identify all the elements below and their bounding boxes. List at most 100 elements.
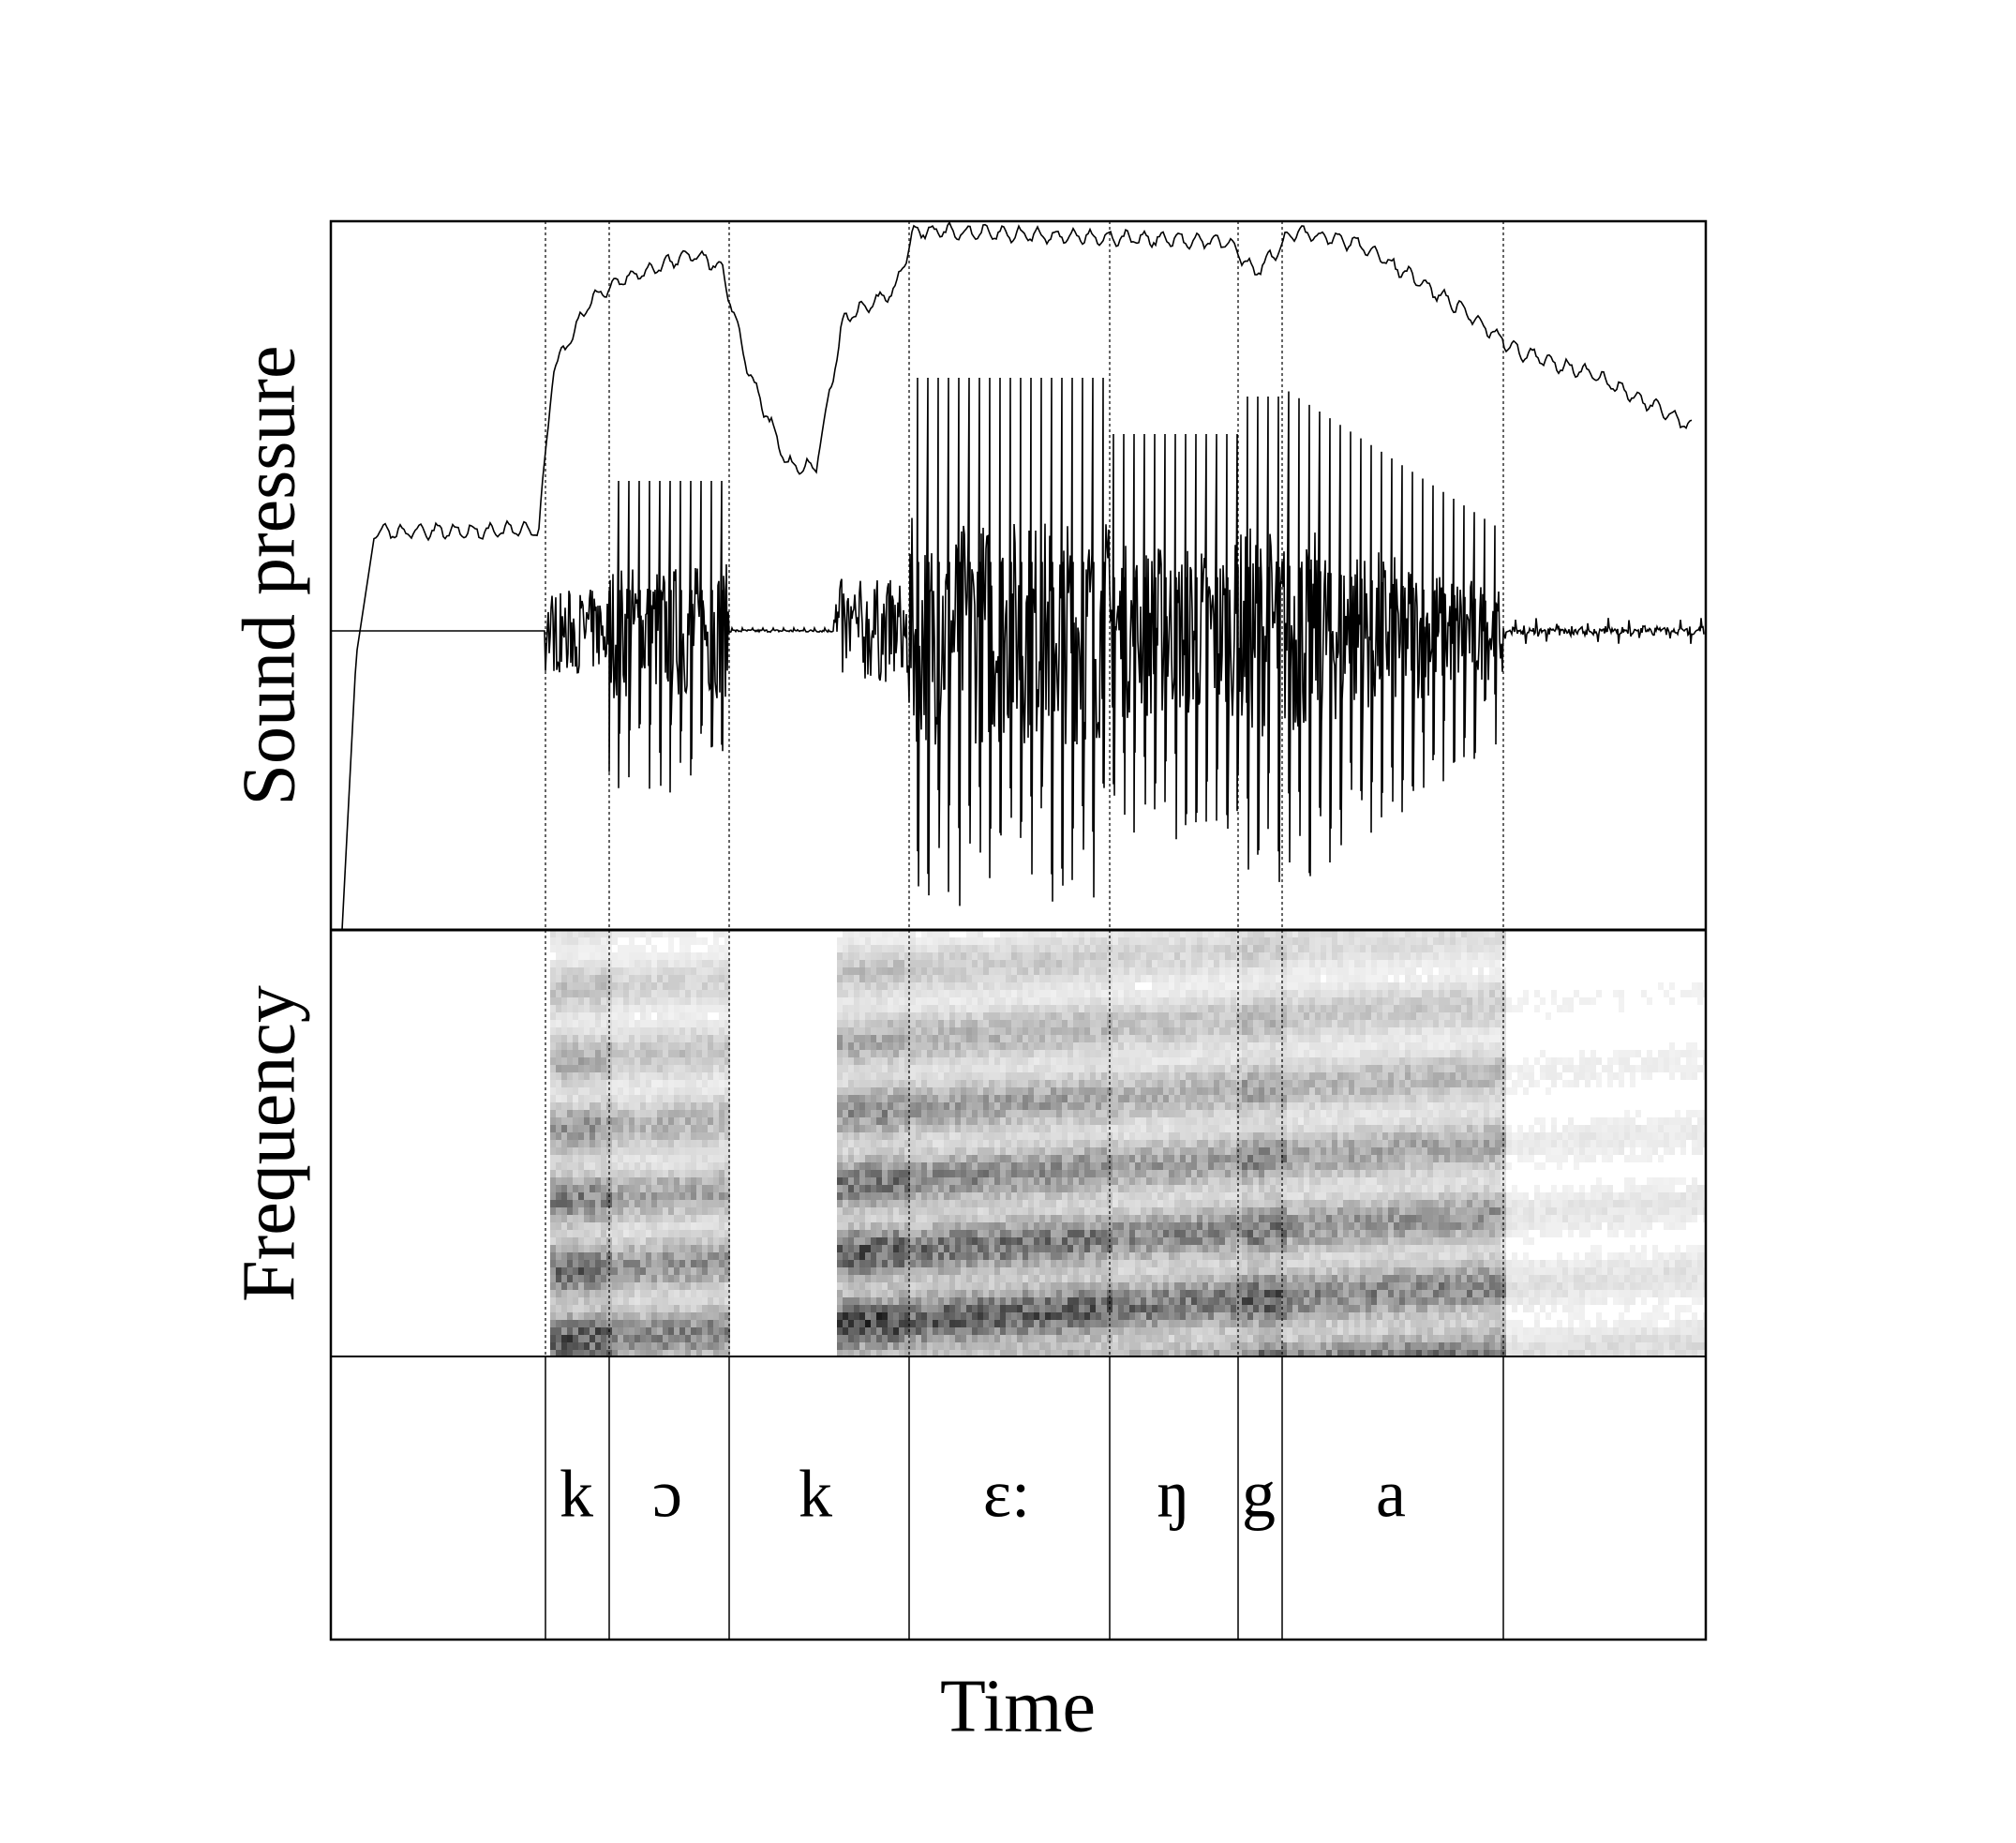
spectrogram-cell (876, 1237, 882, 1245)
spectrogram-cell (646, 1155, 651, 1162)
spectrogram-cell (1090, 1162, 1096, 1170)
spectrogram-cell (882, 997, 888, 1005)
spectrogram-cell (843, 1095, 848, 1102)
spectrogram-cell (854, 1117, 859, 1125)
spectrogram-cell (601, 1057, 606, 1065)
spectrogram-cell (567, 1207, 573, 1215)
spectrogram-cell (590, 1297, 595, 1305)
spectrogram-cell (623, 975, 629, 982)
spectrogram-cell (629, 1312, 635, 1320)
spectrogram-cell (1039, 1260, 1045, 1267)
spectrogram-cell (1124, 1080, 1129, 1087)
spectrogram-cell (966, 1282, 972, 1290)
spectrogram-cell (865, 1042, 871, 1050)
spectrogram-cell (978, 975, 983, 982)
spectrogram-cell (679, 990, 685, 997)
spectrogram-cell (859, 1245, 865, 1252)
spectrogram-cell (691, 1350, 696, 1356)
spectrogram-cell (1107, 1042, 1113, 1050)
spectrogram-cell (623, 1297, 629, 1305)
spectrogram-cell (618, 1117, 623, 1125)
spectrogram-cell (933, 1327, 938, 1335)
spectrogram-cell (1118, 1140, 1124, 1147)
spectrogram-cell (848, 1110, 854, 1117)
spectrogram-cell (578, 1200, 584, 1207)
spectrogram-cell (550, 997, 556, 1005)
spectrogram-cell (1129, 1027, 1135, 1035)
spectrogram-cell (595, 1087, 601, 1095)
spectrogram-cell (612, 1312, 618, 1320)
spectrogram-cell (1135, 1140, 1141, 1147)
spectrogram-cell (1135, 1260, 1141, 1267)
spectrogram-cell (1000, 1095, 1006, 1102)
spectrogram-cell (696, 1282, 702, 1290)
spectrogram-cell (724, 1057, 730, 1065)
spectrogram-cell (696, 1200, 702, 1207)
spectrogram-cell (713, 1087, 719, 1095)
spectrogram-cell (1017, 930, 1023, 937)
spectrogram-cell (1011, 937, 1017, 945)
spectrogram-cell (837, 1162, 843, 1170)
spectrogram-cell (843, 1312, 848, 1320)
spectrogram-cell (871, 1072, 876, 1080)
spectrogram-cell (724, 1282, 730, 1290)
spectrogram-cell (702, 1147, 708, 1155)
spectrogram-cell (584, 1005, 590, 1012)
spectrogram-cell (691, 1192, 696, 1200)
spectrogram-cell (904, 1027, 910, 1035)
spectrogram-cell (865, 975, 871, 982)
spectrogram-cell (696, 1125, 702, 1132)
spectrogram-cell (876, 1177, 882, 1185)
spectrogram-cell (1051, 952, 1056, 960)
spectrogram-cell (972, 1230, 978, 1237)
spectrogram-cell (556, 1020, 561, 1027)
spectrogram-cell (1017, 1170, 1023, 1177)
spectrogram-cell (1113, 1102, 1118, 1110)
spectrogram-cell (961, 1297, 966, 1305)
spectrogram-cell (663, 1020, 668, 1027)
spectrogram-cell (899, 1170, 904, 1177)
spectrogram-cell (691, 1020, 696, 1027)
spectrogram-cell (1023, 1027, 1028, 1035)
spectrogram-cell (1006, 1245, 1011, 1252)
spectrogram-cell (584, 1020, 590, 1027)
spectrogram-cell (702, 1035, 708, 1042)
spectrogram-cell (865, 1200, 871, 1207)
spectrogram-cell (578, 1012, 584, 1020)
spectrogram-cell (623, 1335, 629, 1342)
spectrogram-cell (724, 982, 730, 990)
spectrogram-cell (1028, 1162, 1034, 1170)
spectrogram-cell (865, 1132, 871, 1140)
spectrogram-cell (1113, 1072, 1118, 1080)
spectrogram-cell (1056, 982, 1062, 990)
spectrogram-cell (921, 960, 927, 967)
spectrogram-cell (668, 1035, 674, 1042)
spectrogram-cell (921, 1012, 927, 1020)
spectrogram-cell (674, 1177, 679, 1185)
spectrogram-cell (871, 1185, 876, 1192)
spectrogram-cell (888, 1267, 893, 1275)
spectrogram-cell (1090, 1237, 1096, 1245)
spectrogram-cell (1056, 1267, 1062, 1275)
spectrogram-cell (1090, 1065, 1096, 1072)
spectrogram-cell (1045, 1305, 1051, 1312)
spectrogram-cell (601, 1147, 606, 1155)
spectrogram-cell (1011, 997, 1017, 1005)
spectrogram-cell (882, 1350, 888, 1356)
spectrogram-cell (899, 937, 904, 945)
spectrogram-cell (1079, 1260, 1084, 1267)
spectrogram-cell (989, 1095, 994, 1102)
spectrogram-cell (612, 1305, 618, 1312)
spectrogram-cell (1039, 1140, 1045, 1147)
spectrogram-cell (573, 1042, 578, 1050)
spectrogram-cell (1152, 982, 1157, 990)
spectrogram-cell (859, 1095, 865, 1102)
spectrogram-cell (1129, 1252, 1135, 1260)
spectrogram-cell (1039, 937, 1045, 945)
spectrogram-cell (601, 952, 606, 960)
spectrogram-cell (674, 1162, 679, 1170)
spectrogram-cell (573, 1012, 578, 1020)
spectrogram-cell (933, 997, 938, 1005)
spectrogram-cell (888, 1140, 893, 1147)
spectrogram-cell (663, 990, 668, 997)
